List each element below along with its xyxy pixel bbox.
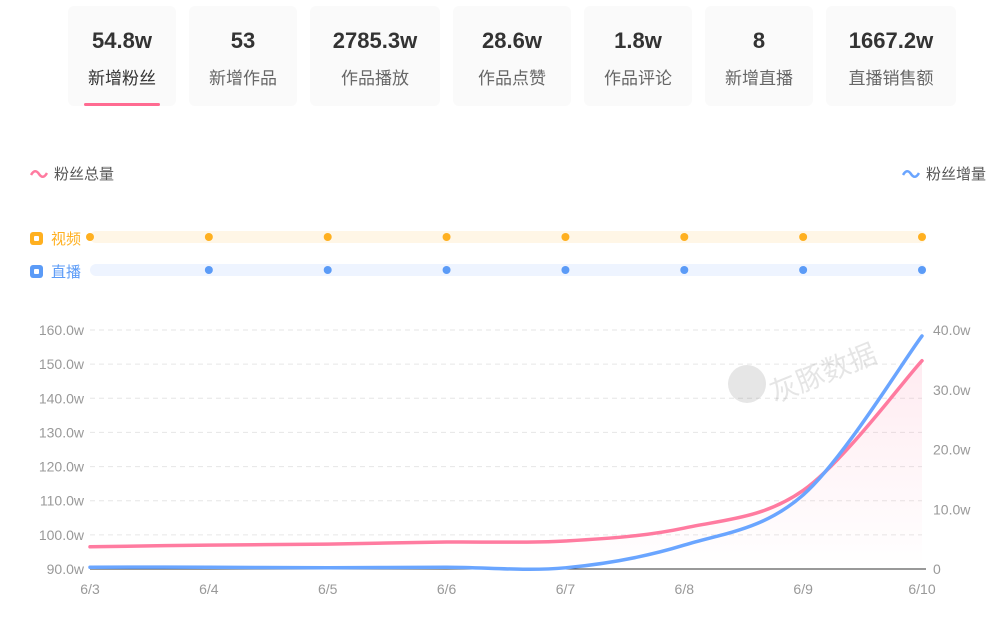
- video-track: [90, 231, 926, 243]
- live-track-label: 直播: [30, 261, 81, 282]
- y-right-tick: 0: [933, 561, 941, 577]
- live-track: [90, 264, 926, 276]
- series-line-fans-increase: [88, 334, 924, 572]
- metric-card[interactable]: 54.8w 新增粉丝: [68, 6, 176, 106]
- video-event-dot[interactable]: [799, 233, 808, 241]
- live-event-dot[interactable]: [204, 266, 213, 274]
- wave-icon: [901, 169, 920, 178]
- x-tick: 6/4: [199, 581, 219, 597]
- x-tick: 6/7: [556, 581, 576, 597]
- y-left-tick: 130.0w: [39, 424, 85, 440]
- live-event-dot[interactable]: [323, 266, 332, 274]
- x-tick: 6/9: [793, 581, 813, 597]
- metric-label: 作品点赞: [478, 69, 546, 88]
- y-left-tick: 150.0w: [39, 356, 85, 372]
- metric-value: 54.8w: [92, 28, 152, 53]
- video-event-dot[interactable]: [323, 233, 332, 241]
- live-event-dot[interactable]: [561, 266, 570, 274]
- metric-value: 1.8w: [614, 28, 662, 53]
- x-tick: 6/6: [437, 581, 457, 597]
- y-left-tick: 110.0w: [40, 493, 85, 509]
- metric-label: 新增作品: [209, 69, 277, 88]
- x-tick: 6/5: [318, 581, 338, 597]
- live-event-dot[interactable]: [680, 266, 689, 274]
- y-right-tick: 20.0w: [933, 442, 971, 458]
- metric-card[interactable]: 28.6w 作品点赞: [453, 6, 571, 106]
- y-left-tick: 120.0w: [39, 459, 85, 475]
- metric-value: 2785.3w: [332, 28, 418, 53]
- video-event-dot[interactable]: [918, 233, 926, 241]
- x-tick: 6/8: [675, 581, 695, 597]
- y-right-tick: 40.0w: [933, 322, 971, 338]
- x-tick: 6/3: [80, 581, 100, 597]
- legend-fans-total[interactable]: 粉丝总量: [30, 163, 114, 184]
- metric-value: 28.6w: [482, 28, 542, 53]
- metric-cards: 54.8w 新增粉丝 53 新增作品 2785.3w 作品播放 28.6w 作品点赞 1.8w 作…: [68, 6, 956, 106]
- watermark: 灰豚数据: [728, 338, 881, 409]
- metric-card[interactable]: 8 新增直播: [705, 6, 813, 106]
- live-event-dot[interactable]: [799, 266, 808, 274]
- video-icon: [30, 232, 43, 245]
- series-area: [90, 360, 922, 569]
- metric-card[interactable]: 53 新增作品: [189, 6, 297, 106]
- live-event-dot[interactable]: [918, 266, 926, 274]
- metric-label: 作品评论: [604, 69, 672, 88]
- x-tick: 6/10: [908, 581, 935, 597]
- metric-label: 直播销售额: [848, 69, 934, 88]
- y-right-tick: 10.0w: [933, 501, 971, 517]
- wave-icon: [30, 169, 48, 178]
- metric-value: 8: [752, 28, 766, 53]
- video-event-dot[interactable]: [680, 233, 689, 241]
- metric-label: 新增直播: [725, 69, 793, 88]
- video-event-dot[interactable]: [86, 233, 94, 241]
- y-left-tick: 90.0w: [47, 561, 85, 577]
- video-event-dot[interactable]: [442, 233, 451, 241]
- metric-label: 新增粉丝: [88, 69, 156, 88]
- legend-fans-increase[interactable]: 粉丝增量: [901, 163, 986, 184]
- metric-value: 53: [230, 28, 256, 53]
- metric-card[interactable]: 2785.3w 作品播放: [310, 6, 440, 106]
- metric-card[interactable]: 1667.2w 直播销售额: [826, 6, 956, 106]
- metric-value: 1667.2w: [848, 28, 934, 53]
- live-icon: [30, 265, 43, 278]
- y-left-tick: 100.0w: [39, 527, 85, 543]
- metric-card[interactable]: 1.8w 作品评论: [584, 6, 692, 106]
- svg-text:灰豚数据: 灰豚数据: [765, 338, 880, 409]
- metric-label: 作品播放: [341, 69, 409, 88]
- y-left-tick: 140.0w: [39, 390, 85, 406]
- video-event-dot[interactable]: [561, 233, 570, 241]
- series-line-fans-total: [88, 358, 924, 549]
- y-right-tick: 30.0w: [933, 382, 971, 398]
- live-event-dot[interactable]: [442, 266, 451, 274]
- video-event-dot[interactable]: [204, 233, 213, 241]
- video-track-label: 视频: [30, 228, 81, 249]
- y-left-tick: 160.0w: [39, 322, 85, 338]
